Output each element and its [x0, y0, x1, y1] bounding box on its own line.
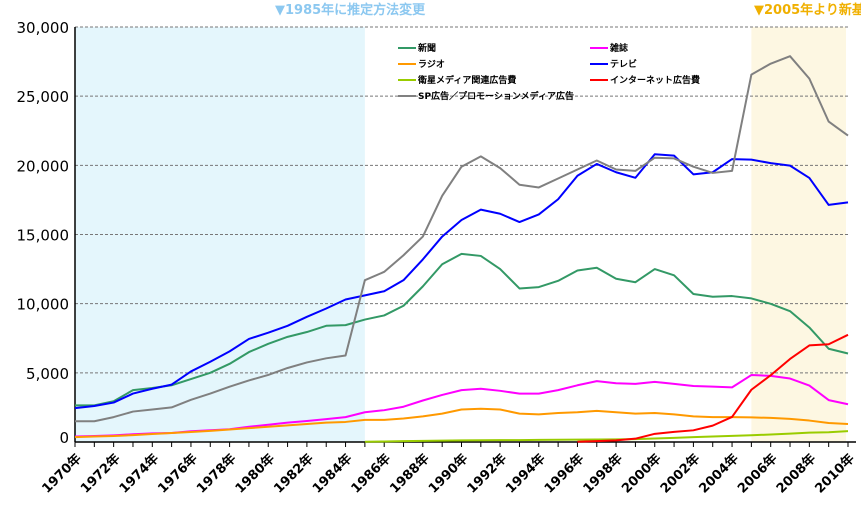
x-tick-label: 1998年	[580, 451, 626, 497]
x-tick-label: 1972年	[77, 451, 123, 497]
y-tick-label: 15,000	[17, 227, 70, 245]
x-tick-label: 2010年	[812, 451, 858, 497]
x-tick-label: 1984年	[309, 451, 355, 497]
x-tick-label: 1986年	[348, 451, 394, 497]
x-tick-label: 2002年	[657, 451, 703, 497]
y-tick-label: 30,000	[17, 19, 70, 37]
x-tick-label: 1970年	[39, 451, 85, 497]
series-line-4	[364, 430, 849, 443]
legend-label: テレビ	[610, 58, 637, 70]
x-tick-label: 1990年	[425, 451, 471, 497]
y-tick-label: 5,000	[26, 365, 69, 383]
legend-label: ラジオ	[418, 59, 445, 70]
x-tick-label: 2004年	[696, 451, 742, 497]
x-tick-label: 1980年	[232, 451, 278, 497]
legend-label: 新聞	[418, 42, 436, 54]
y-tick-label: 20,000	[17, 157, 70, 175]
legend-label: 衛星メディア関連広告費	[417, 74, 516, 86]
legend-label: SP広告／プロモーションメディア広告	[418, 90, 574, 102]
x-tick-label: 1996年	[541, 451, 587, 497]
x-tick-label: 1974年	[116, 451, 162, 497]
legend-label: 雑誌	[609, 42, 628, 54]
annotation-estimation-change: ▼1985年に推定方法変更	[275, 2, 426, 18]
x-tick-label: 1994年	[503, 451, 549, 497]
annotation-new-standard: ▼2005年より新基	[754, 2, 861, 18]
x-tick-label: 2006年	[734, 451, 780, 497]
y-tick-label: 25,000	[17, 88, 70, 106]
x-tick-label: 1978年	[193, 451, 239, 497]
x-tick-label: 1988年	[387, 451, 433, 497]
x-tick-label: 1982年	[271, 451, 317, 497]
series-line-5	[577, 333, 849, 443]
x-tick-label: 2000年	[618, 451, 664, 497]
series-line-2	[74, 407, 849, 439]
y-tick-label: 0	[59, 429, 69, 447]
x-tick-label: 2008年	[773, 451, 819, 497]
y-tick-label: 10,000	[17, 296, 70, 314]
legend-label: インターネット広告費	[610, 74, 700, 86]
x-tick-label: 1976年	[155, 451, 201, 497]
series-line-3	[74, 153, 849, 410]
series-line-0	[75, 252, 849, 407]
x-tick-label: 1992年	[464, 451, 510, 497]
series-line-6	[75, 55, 849, 423]
